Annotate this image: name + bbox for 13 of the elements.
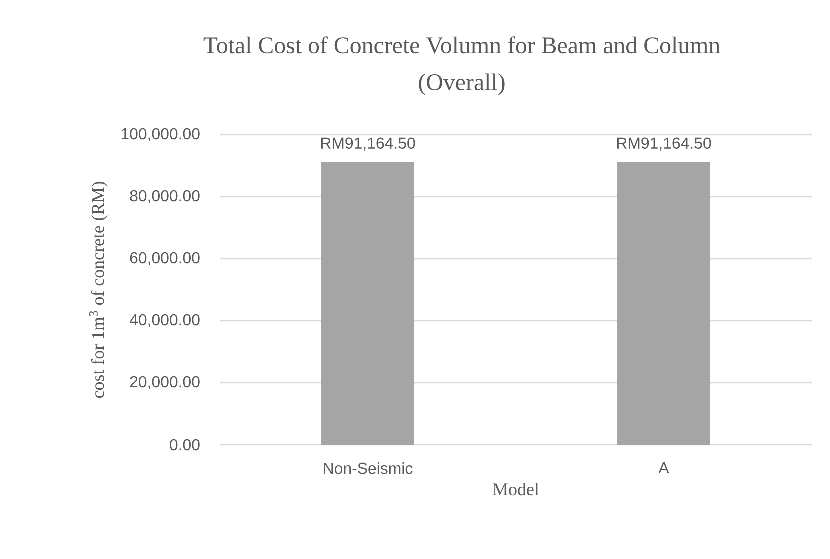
data-label: RM91,164.50	[321, 138, 416, 151]
y-tick-label: 40,000.00	[130, 314, 200, 328]
y-axis-title: cost for 1m$^{3}$ of concrete (RM)	[89, 182, 108, 398]
x-tick-label: Non-Seismic	[324, 462, 413, 474]
chart-title: Total Cost of Concrete Volumn for Beam and Column (Overall)	[204, 36, 720, 96]
x-axis-title: Model	[493, 483, 540, 496]
y-tick-label: 80,000.00	[130, 190, 200, 204]
data-label: RM91,164.50	[617, 138, 712, 151]
y-tick-label: 60,000.00	[130, 252, 200, 266]
y-tick-label: 100,000.00	[122, 128, 200, 142]
y-tick-label: 0.00	[170, 439, 200, 451]
y-tick-label: 20,000.00	[130, 376, 200, 390]
x-tick-label: A	[658, 462, 670, 474]
